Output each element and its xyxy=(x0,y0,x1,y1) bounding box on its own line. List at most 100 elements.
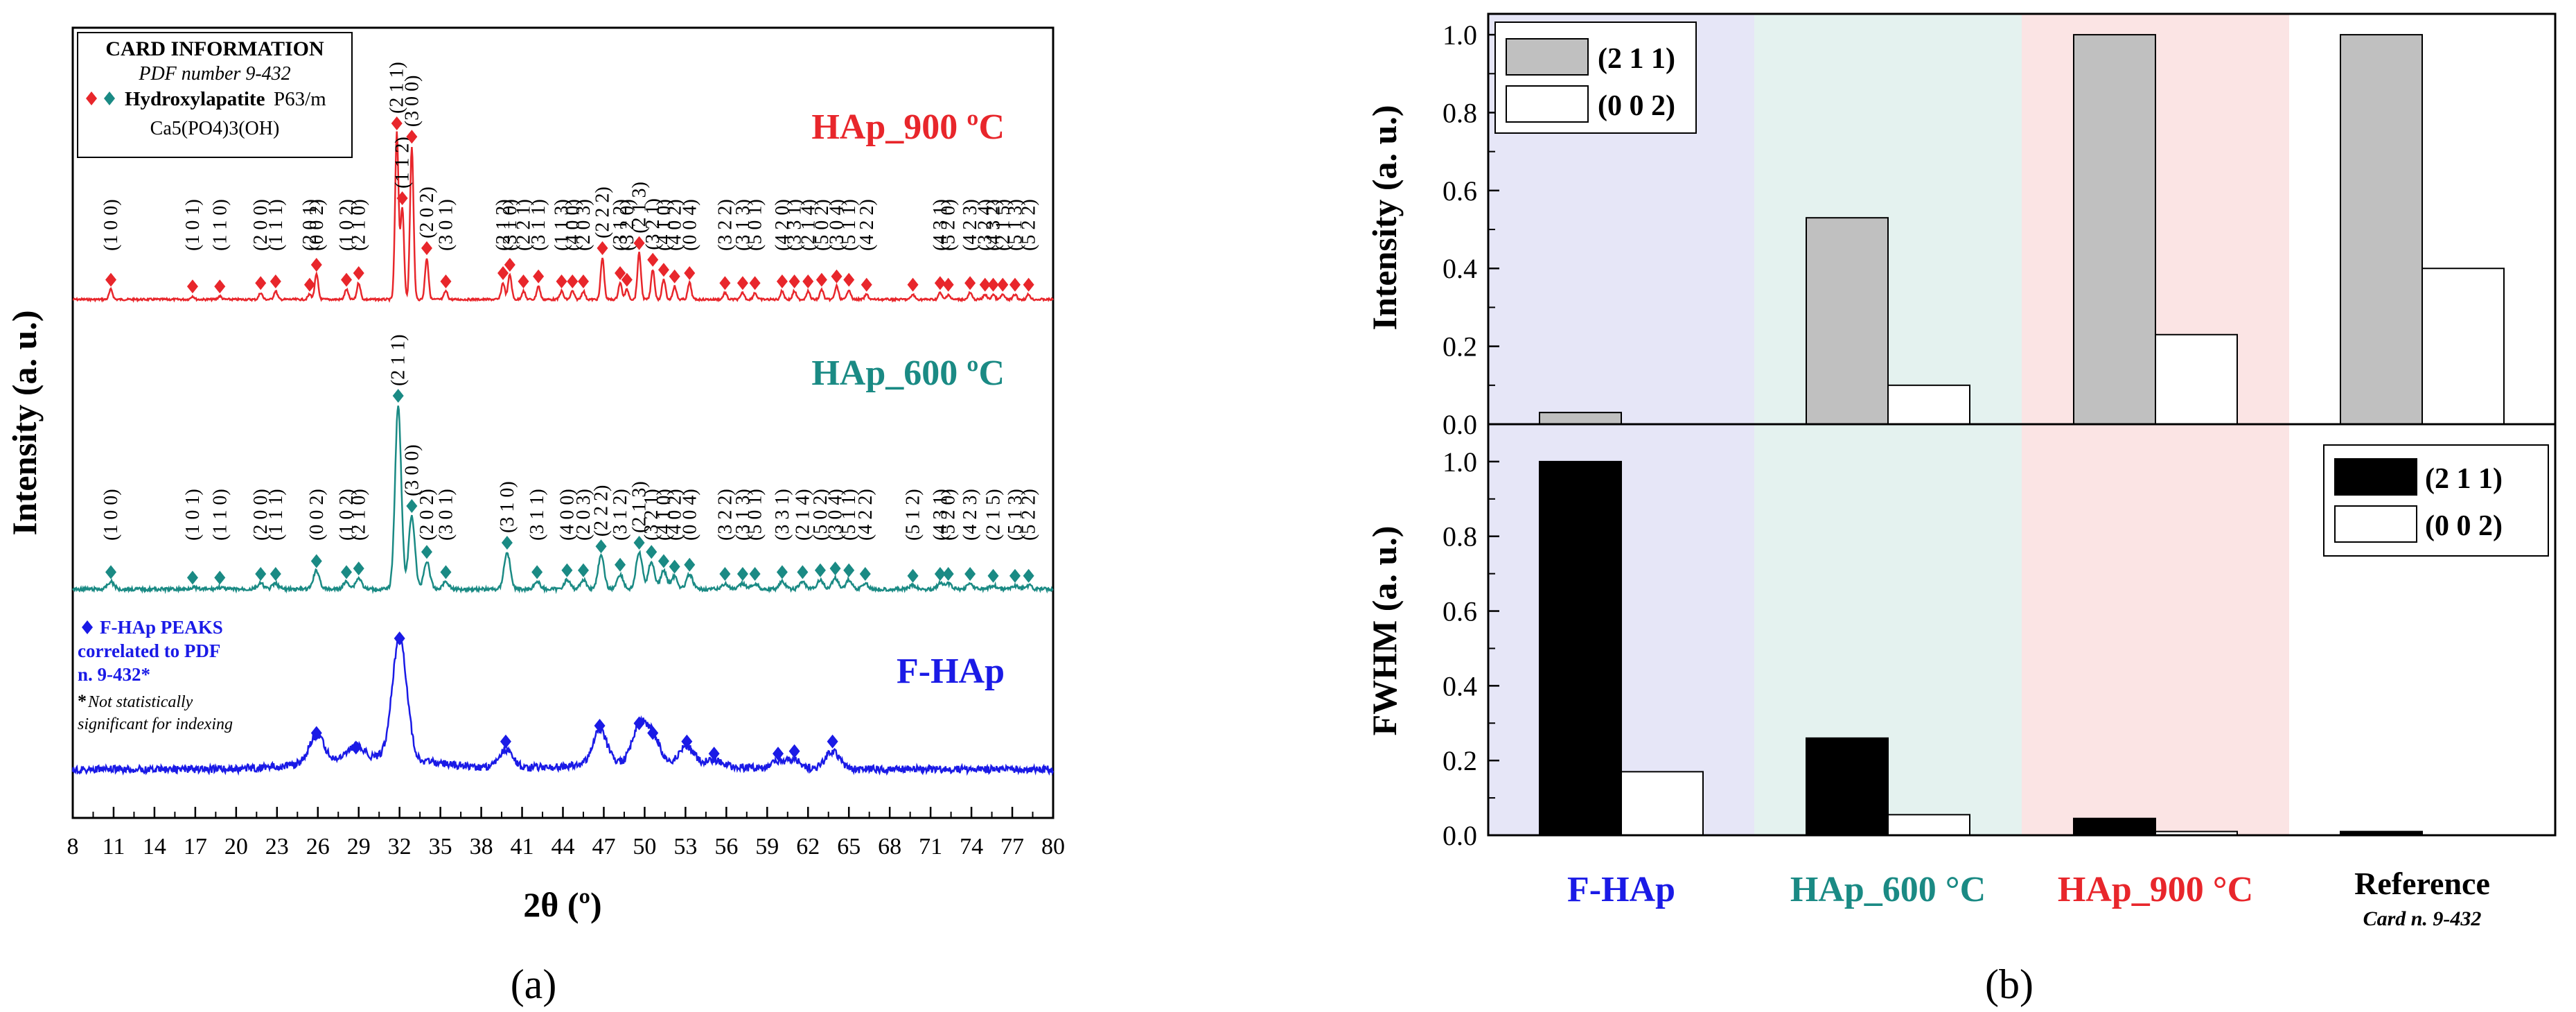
fhap-diamond-icon xyxy=(82,620,93,634)
fwhm-legend: (2 1 1) (0 0 2) xyxy=(2323,444,2549,557)
legend-swatch-211-black xyxy=(2334,458,2417,496)
peak-hkl-label: (0 0 4) xyxy=(679,489,700,541)
peak-hkl-label: (1 0 0) xyxy=(100,199,122,251)
peak-marker-hap-900-c xyxy=(815,272,827,287)
fhap-note-star: * xyxy=(78,691,87,711)
peak-hkl-label: (4 3 2) xyxy=(983,199,1005,251)
intensity-bar-chart: 0.0 0.2 0.4 0.6 0.8 1.0 xyxy=(1443,19,2505,440)
category-label-fhap: F-HAp xyxy=(1567,870,1675,909)
peak-hkl-label: (2 2 1) xyxy=(513,199,535,251)
peak-hkl-label: (1 1 0) xyxy=(209,489,231,541)
peak-marker-hap-600-c xyxy=(736,567,748,582)
intensity-y-tick-label: 1.0 xyxy=(1443,19,1477,51)
peak-marker-hap-600-c xyxy=(105,565,117,579)
x-tick-label: 56 xyxy=(714,834,738,860)
x-tick-label: 32 xyxy=(388,834,412,860)
peak-marker-hap-900-c xyxy=(788,274,800,288)
fwhm-bar-hap-600-c-0-0-2 xyxy=(1887,814,1970,836)
peak-hkl-label: (2 0 3) xyxy=(573,489,594,541)
peak-marker-hap-600-c xyxy=(684,557,696,572)
fhap-note-line2: correlated to PDF xyxy=(78,640,220,661)
peak-marker-hap-600-c xyxy=(829,561,841,576)
peak-hkl-label: (1 1 0) xyxy=(209,199,231,251)
peak-hkl-label: (3 1 1) xyxy=(527,489,548,541)
peak-marker-hap-900-c xyxy=(186,279,198,294)
peak-marker-hap-900-c xyxy=(749,276,761,290)
x-tick-label: 71 xyxy=(919,834,942,860)
trace-hap-600-c xyxy=(71,405,1054,595)
peak-marker-hap-600-c xyxy=(1009,568,1021,583)
x-tick-label: 11 xyxy=(103,834,125,860)
peak-marker-hap-600-c xyxy=(531,565,543,579)
peak-hkl-label: (4 3 1) xyxy=(930,199,951,251)
card-space-group: P63/m xyxy=(274,88,326,110)
panel-label-a: (a) xyxy=(511,961,557,1007)
peak-marker-hap-600-c xyxy=(658,554,669,568)
peak-hkl-label: (3 1 1) xyxy=(528,199,549,251)
xrd-traces: (1 0 0) (1 0 1) (1 1 0) (2 0 0)(1 1 1) (2 0 … xyxy=(71,62,1055,776)
peak-marker-f-hap xyxy=(827,734,838,749)
intensity-legend: (2 1 1) (0 0 2) xyxy=(1494,21,1697,134)
fwhm-y-tick-label: 0.8 xyxy=(1443,521,1477,552)
peak-marker-hap-600-c xyxy=(859,567,871,582)
xrd-x-axis: 8 11 14 17 20 23 26 29 32 35 38 41 44 47 50 53 56 59 62 65 6… xyxy=(67,807,1065,860)
peak-marker-f-hap xyxy=(773,747,784,761)
peak-marker-hap-900-c xyxy=(353,266,364,280)
intensity-bar-reference-2-1-1 xyxy=(2340,34,2423,426)
peak-hkl-label: (4 0 2) xyxy=(664,489,686,541)
peak-marker-hap-900-c xyxy=(987,277,999,292)
peak-marker-hap-600-c xyxy=(719,567,731,582)
peak-hkl-label: (4 3 1) xyxy=(930,489,951,541)
peak-marker-hap-600-c xyxy=(1023,568,1034,583)
peak-marker-hap-900-c xyxy=(310,258,322,272)
peak-marker-hap-600-c xyxy=(964,567,976,582)
peak-hkl-label: (3 1 0) xyxy=(500,199,521,251)
peak-marker-hap-600-c xyxy=(749,567,761,582)
peak-marker-hap-900-c xyxy=(391,116,403,130)
peak-hkl-label: (4 0 2) xyxy=(664,199,686,251)
peak-marker-hap-900-c xyxy=(658,263,669,277)
peak-hkl-label: (5 0 1) xyxy=(745,199,766,251)
peak-marker-hap-600-c xyxy=(615,557,626,572)
peak-hkl-label: (3 0 4) xyxy=(825,489,847,541)
peak-hkl-label: (5 1 3) xyxy=(1005,489,1026,541)
x-tick-label: 17 xyxy=(184,834,207,860)
legend-swatch-002-white xyxy=(1506,85,1589,123)
peak-hkl-label: (2 0 0) xyxy=(250,489,272,541)
peak-marker-hap-900-c xyxy=(861,277,872,292)
fhap-note-line1: F-HAp PEAKS xyxy=(100,617,223,638)
peak-marker-f-hap xyxy=(500,734,511,749)
peak-marker-hap-600-c xyxy=(669,559,680,574)
peak-hkl-label: (2 1 0) xyxy=(349,489,370,541)
peak-hkl-label: (2 2 2) xyxy=(591,485,612,537)
fwhm-y-tick-label: 0.2 xyxy=(1443,745,1477,776)
peak-marker-hap-900-c xyxy=(255,276,267,290)
peak-hkl-label: (5 2 2) xyxy=(1018,489,1040,541)
peak-marker-hap-600-c xyxy=(214,570,226,585)
peak-hkl-label: (2 1 5) xyxy=(983,489,1005,541)
peak-marker-hap-600-c xyxy=(577,563,589,577)
peak-hkl-label: (1 0 0) xyxy=(100,489,122,541)
peak-hkl-label: (3 3 1) xyxy=(784,199,806,251)
peak-hkl-label: (4 2 2) xyxy=(855,489,876,541)
intensity-y-axis-label: Intensity (a. u.) xyxy=(1365,105,1404,330)
peak-marker-hap-600-c xyxy=(440,565,452,579)
fhap-series-label: F-HAp xyxy=(897,652,1005,691)
peak-marker-hap-600-c xyxy=(843,563,855,577)
peak-marker-f-hap xyxy=(394,631,405,645)
peak-marker-hap-600-c xyxy=(341,565,353,579)
peak-marker-hap-900-c xyxy=(647,252,659,267)
peak-hkl-label: (5 1 1) xyxy=(838,489,860,541)
peak-marker-hap-900-c xyxy=(942,277,954,292)
xrd-panel: (1 0 0) (1 0 1) (1 1 0) (2 0 0)(1 1 1) (2 0 … xyxy=(5,26,1065,1007)
peak-hkl-label: (5 0 2) xyxy=(810,489,831,541)
peak-marker-hap-600-c xyxy=(561,563,573,577)
peak-hkl-label: (1 0 1) xyxy=(182,489,204,541)
x-tick-label: 35 xyxy=(429,834,452,860)
x-tick-label: 65 xyxy=(837,834,861,860)
peak-marker-hap-600-c xyxy=(270,567,281,582)
peak-hkl-label: (5 1 2) xyxy=(903,489,924,541)
peak-marker-hap-900-c xyxy=(1009,277,1021,292)
intensity-bar-hap-900-c-2-1-1 xyxy=(2073,34,2156,426)
